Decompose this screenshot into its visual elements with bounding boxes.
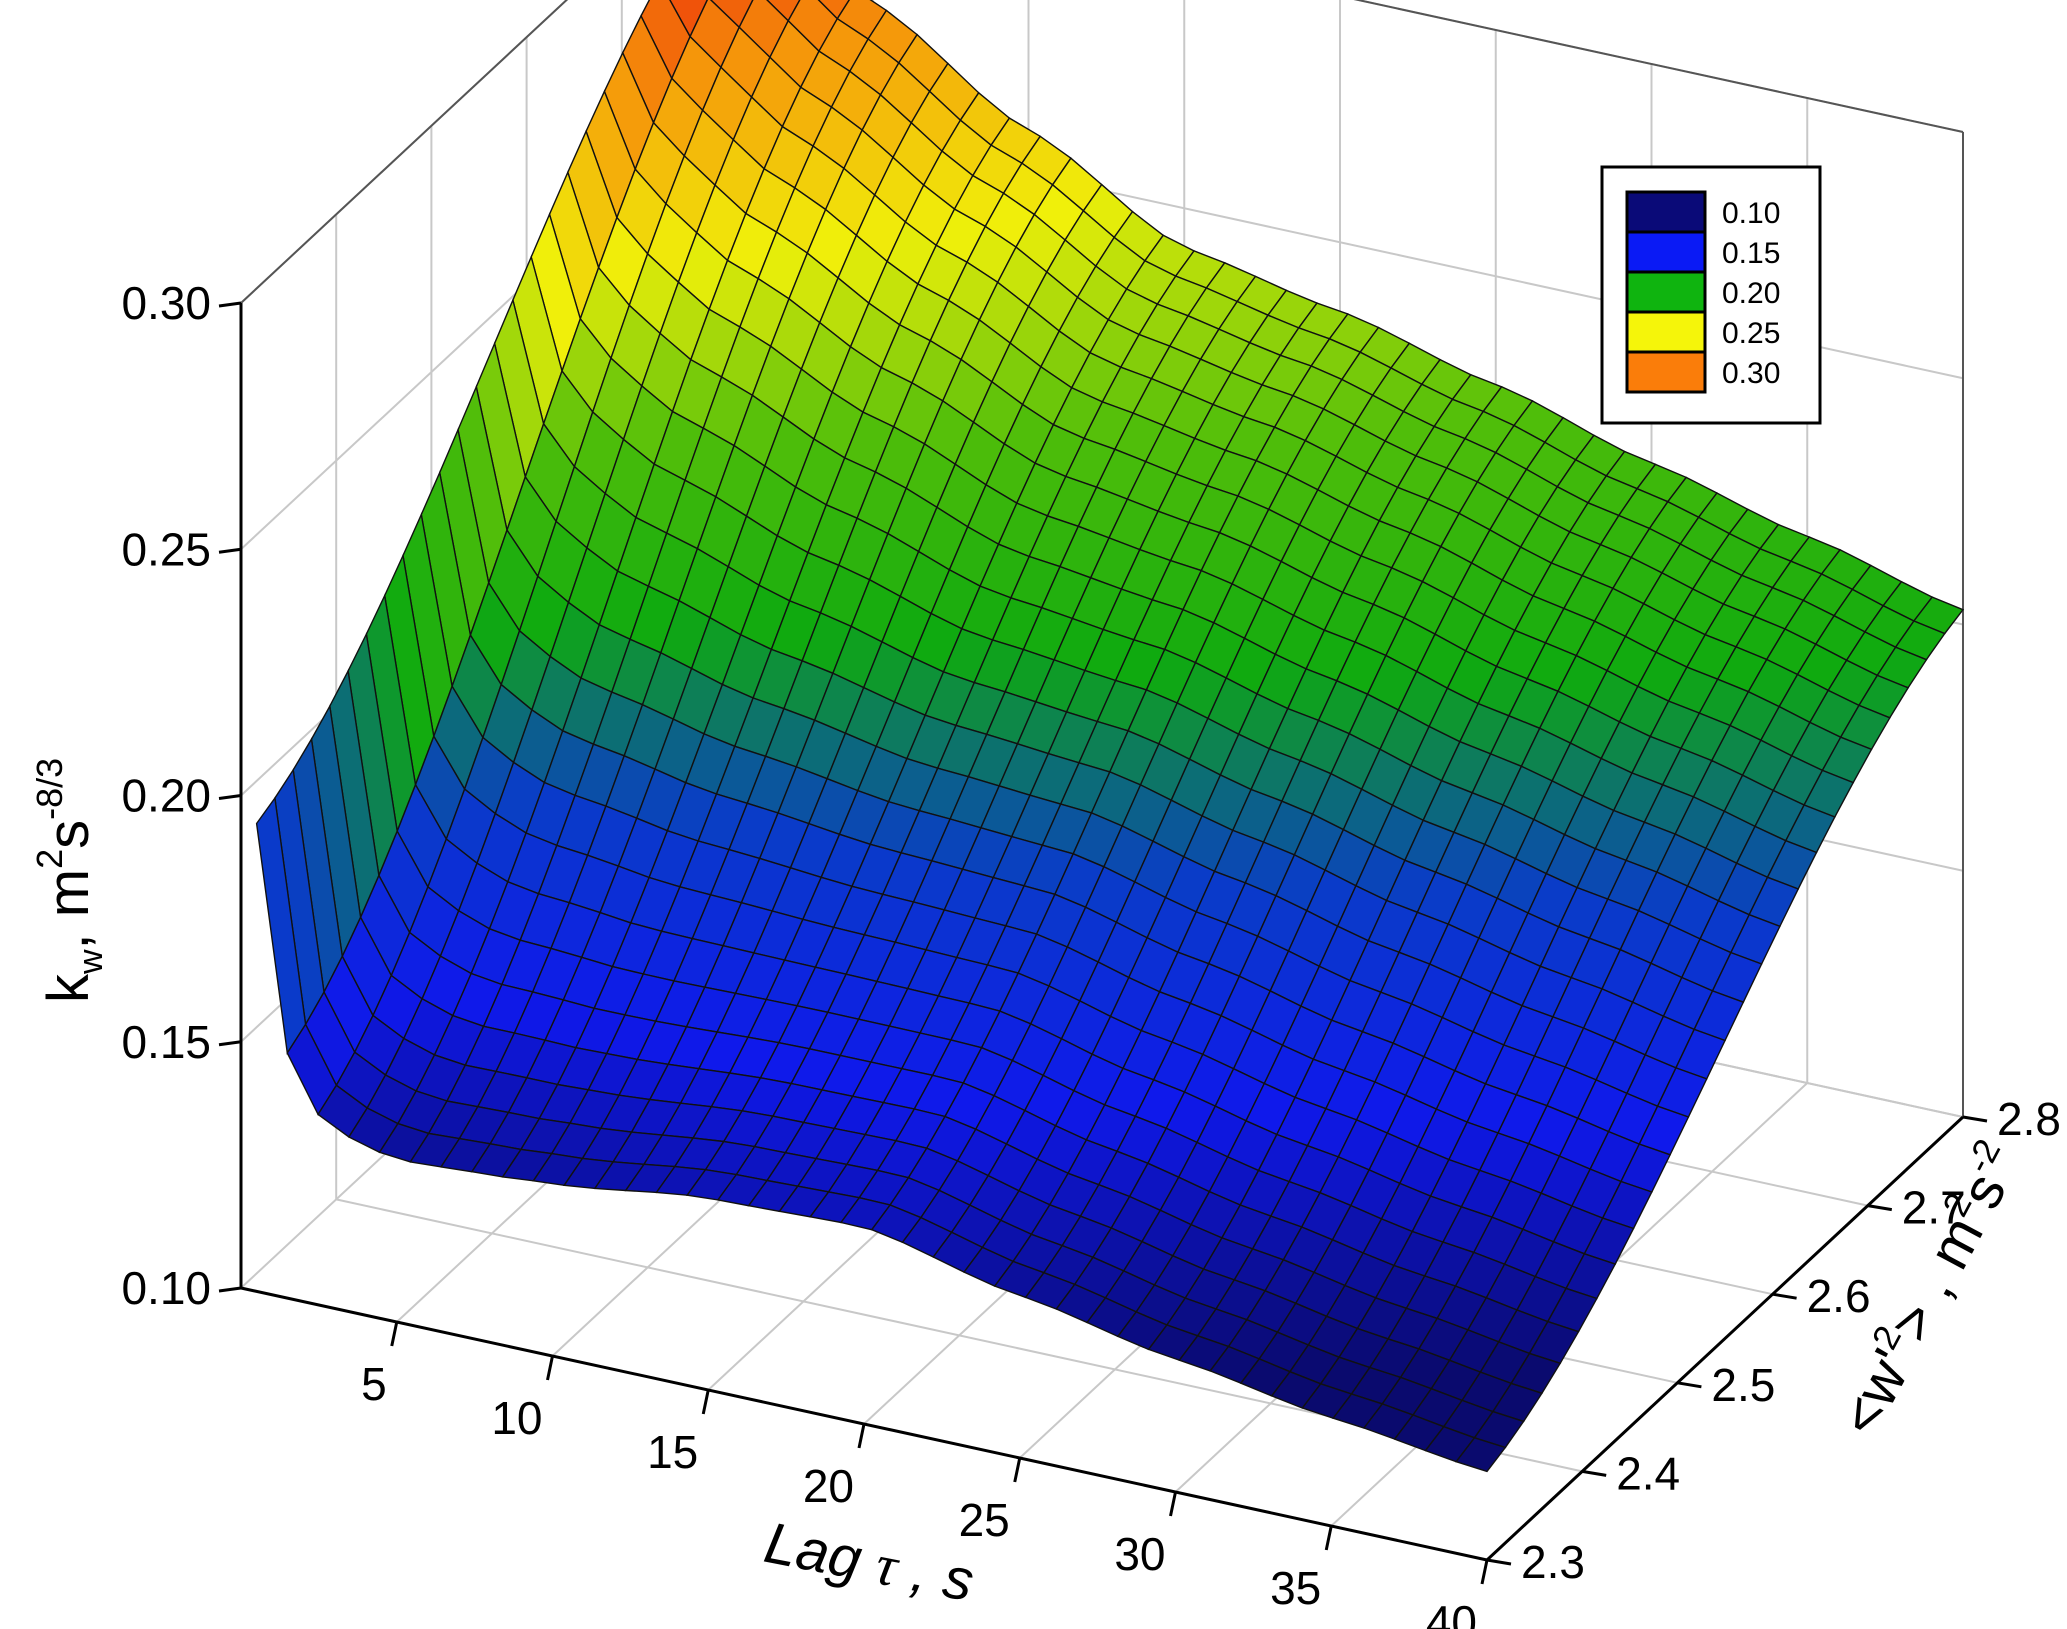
- legend-label-015: 0.15: [1722, 237, 1780, 270]
- y-axis-line: [1485, 1115, 1965, 1562]
- y-tick-mark: [1677, 1381, 1702, 1389]
- legend-swatch-020: [1625, 270, 1707, 314]
- legend-label-010: 0.10: [1722, 197, 1780, 230]
- x-tick-mark: [1013, 1457, 1022, 1483]
- x-tick-label: 15: [647, 1426, 698, 1478]
- z-tick-label: 0.25: [121, 523, 211, 575]
- y-tick-mark: [1772, 1292, 1797, 1300]
- x-tick-mark: [1480, 1559, 1489, 1585]
- x-tick-mark: [857, 1423, 866, 1449]
- legend-swatch-010: [1625, 190, 1707, 234]
- x-tick-mark: [390, 1321, 399, 1347]
- z-tick-mark: [218, 1286, 242, 1293]
- x-tick-label: 10: [491, 1392, 542, 1444]
- y-tick-label: 2.8: [1997, 1093, 2061, 1145]
- x-tick-mark: [701, 1389, 710, 1415]
- x-tick-label: 25: [959, 1494, 1010, 1546]
- z-tick-mark: [218, 547, 242, 554]
- z-tick-mark: [218, 1040, 242, 1047]
- y-tick-mark: [1581, 1469, 1607, 1477]
- legend-label-030: 0.30: [1722, 357, 1780, 390]
- z-tick-label: 0.20: [121, 770, 211, 822]
- surface-cell: [1455, 1436, 1507, 1473]
- y-tick-mark: [1867, 1204, 1893, 1212]
- y-tick-mark: [1486, 1558, 1512, 1566]
- z-tick-label: 0.10: [121, 1262, 211, 1314]
- x-axis-title: Lag τ , s: [760, 1510, 980, 1614]
- x-axis-ticks: 5 10 15 20 25 30 35 40: [361, 1321, 1489, 1629]
- y-tick-label: 2.7: [1902, 1182, 1966, 1234]
- legend-swatch-025: [1625, 310, 1707, 354]
- z-axis-ticks: 0.10 0.15 0.20 0.25 0.30: [121, 277, 242, 1314]
- x-tick-label: 30: [1114, 1528, 1165, 1580]
- y-tick-label: 2.6: [1807, 1270, 1871, 1322]
- y-axis-ticks: 2.3 2.4 2.5 2.6 2.7 2.8: [1486, 1093, 2061, 1588]
- z-tick-mark: [218, 794, 242, 800]
- z-tick-mark: [218, 301, 242, 308]
- y-tick-mark: [1962, 1115, 1988, 1123]
- y-tick-label: 2.5: [1711, 1359, 1775, 1411]
- legend-label-025: 0.25: [1722, 317, 1780, 350]
- y-tick-label: 2.3: [1521, 1536, 1585, 1588]
- frame-left-top: [240, 0, 569, 304]
- frame-back-top: [1353, 0, 1964, 133]
- legend: 0.10 0.15 0.20 0.25 0.30: [1600, 165, 1822, 425]
- y-tick-label: 2.4: [1616, 1447, 1680, 1499]
- x-tick-label: 40: [1426, 1596, 1477, 1629]
- x-tick-mark: [1324, 1525, 1333, 1551]
- x-tick-mark: [546, 1355, 554, 1381]
- surface-mesh: [255, 0, 1965, 1473]
- x-tick-label: 35: [1270, 1562, 1321, 1614]
- legend-swatch-030: [1625, 350, 1707, 394]
- legend-swatch-015: [1625, 230, 1707, 274]
- x-tick-label: 20: [803, 1460, 854, 1512]
- legend-label-020: 0.20: [1722, 277, 1780, 310]
- x-tick-mark: [1169, 1491, 1177, 1517]
- z-tick-label: 0.30: [121, 277, 211, 329]
- x-tick-label: 5: [361, 1358, 387, 1410]
- z-axis-title: kw, m2s-8/3: [29, 758, 110, 1003]
- z-tick-label: 0.15: [121, 1016, 211, 1068]
